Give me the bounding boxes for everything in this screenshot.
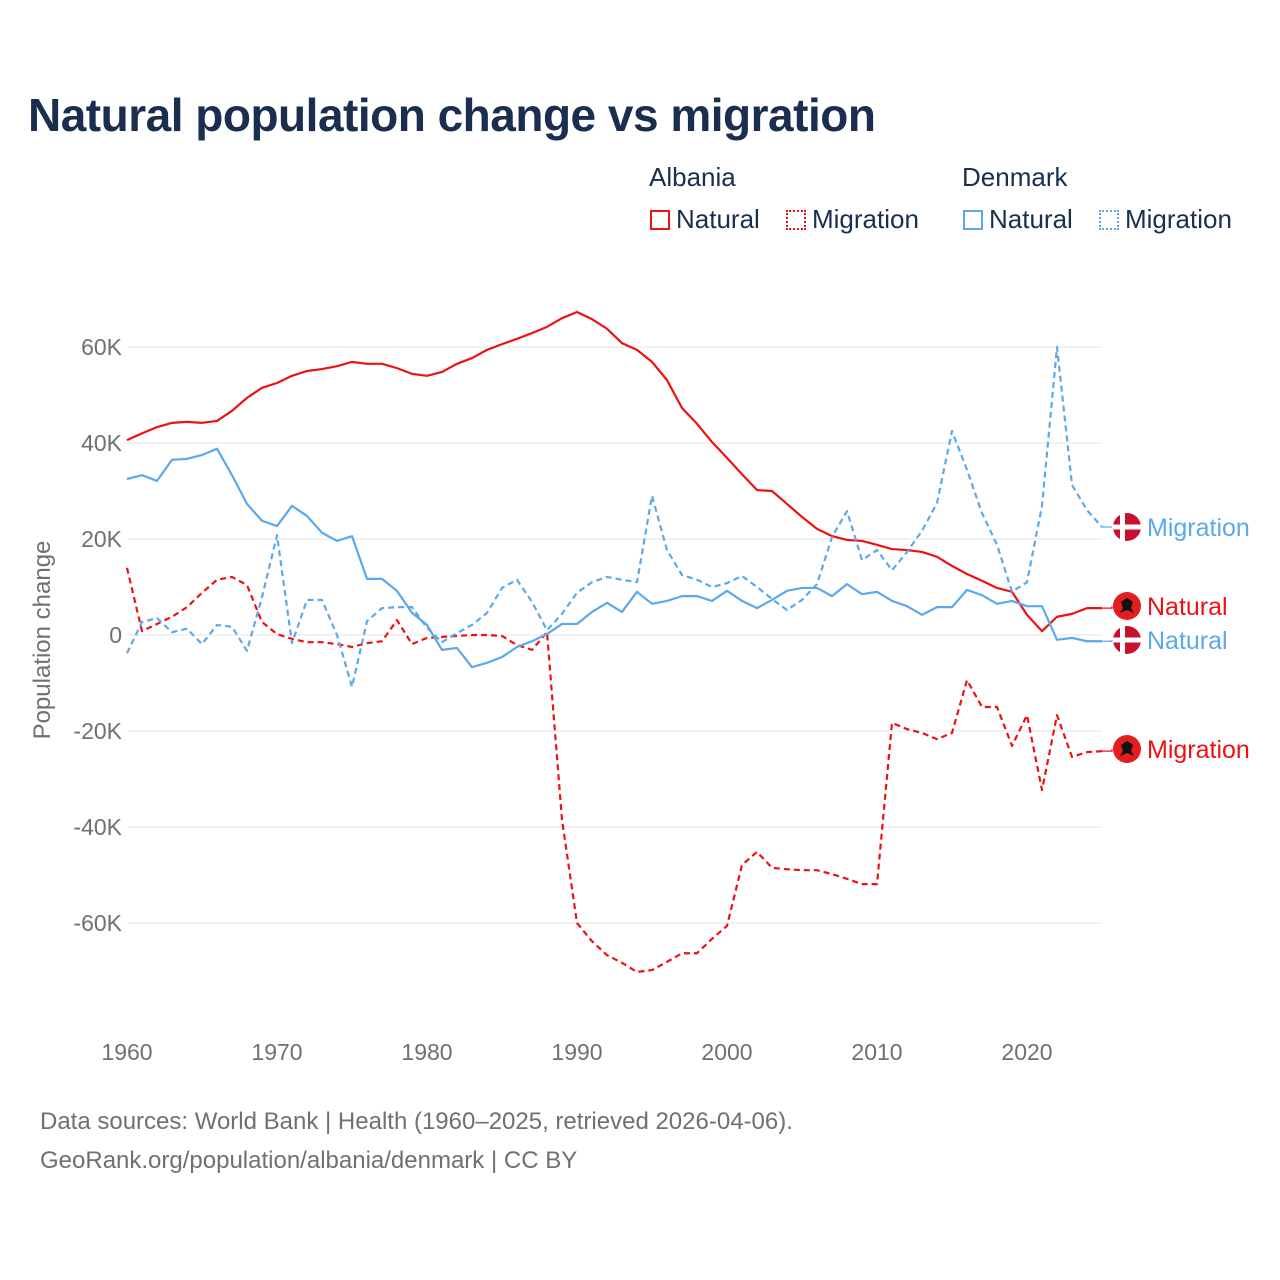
legend-group-albania: Albania xyxy=(649,162,736,192)
y-axis-label: Population change xyxy=(29,541,56,740)
albania-migration-line xyxy=(125,567,1103,974)
y-tick-label: -20K xyxy=(73,718,122,744)
albania-flag-icon xyxy=(1113,592,1141,620)
x-tick-label: 2000 xyxy=(701,1039,752,1065)
denmark-flag-icon xyxy=(1113,513,1141,541)
legend-label: Natural xyxy=(989,204,1073,234)
legend-label: Natural xyxy=(676,204,760,234)
footer-link[interactable]: GeoRank.org/population/albania/denmark |… xyxy=(40,1147,578,1174)
y-tick-label: 0 xyxy=(109,622,122,648)
y-tick-label: 20K xyxy=(81,526,123,552)
x-tick-label: 1960 xyxy=(101,1039,152,1065)
denmark-natural-line xyxy=(126,447,1102,669)
legend-swatch xyxy=(963,209,983,230)
legend-swatch xyxy=(1099,209,1119,230)
legend-item-denmark-natural[interactable]: Natural xyxy=(963,204,1073,235)
end-label: Natural xyxy=(1147,593,1228,621)
flag-cross xyxy=(1113,637,1141,643)
y-tick-label: 40K xyxy=(81,430,123,456)
legend-label: Migration xyxy=(1125,204,1232,234)
legend-item-denmark-migration[interactable]: Migration xyxy=(1099,204,1232,235)
x-tick-label: 2020 xyxy=(1001,1039,1052,1065)
denmark-migration-line xyxy=(126,345,1103,688)
flag-cross xyxy=(1120,626,1125,654)
y-tick-label: -40K xyxy=(73,814,122,840)
y-tick-label: 60K xyxy=(81,334,123,360)
x-tick-label: 2010 xyxy=(851,1039,902,1065)
x-tick-label: 1980 xyxy=(401,1039,452,1065)
x-tick-label: 1970 xyxy=(251,1039,302,1065)
denmark-flag-icon xyxy=(1113,626,1141,654)
eagle-icon xyxy=(1120,598,1134,613)
x-tick-label: 1990 xyxy=(551,1039,602,1065)
end-connector xyxy=(1102,606,1113,609)
albania-natural-line xyxy=(126,310,1102,633)
end-label: Migration xyxy=(1147,736,1250,764)
albania-flag-icon xyxy=(1113,735,1141,763)
flag-cross xyxy=(1120,513,1125,541)
chart-title: Natural population change vs migration xyxy=(28,89,876,141)
flag-cross xyxy=(1113,524,1141,530)
legend-group-denmark: Denmark xyxy=(962,162,1068,192)
legend-item-albania-migration[interactable]: Migration xyxy=(786,204,919,235)
legend-swatch xyxy=(786,209,806,230)
eagle-icon xyxy=(1120,741,1134,756)
end-connector xyxy=(1102,749,1113,752)
y-tick-label: -60K xyxy=(73,910,122,936)
legend-swatch xyxy=(650,209,670,230)
footer-sources: Data sources: World Bank | Health (1960–… xyxy=(40,1108,793,1135)
end-connector xyxy=(1102,640,1113,642)
end-label: Natural xyxy=(1147,627,1228,655)
legend-label: Migration xyxy=(812,204,919,234)
legend-item-albania-natural[interactable]: Natural xyxy=(650,204,760,235)
end-label: Migration xyxy=(1147,514,1250,542)
